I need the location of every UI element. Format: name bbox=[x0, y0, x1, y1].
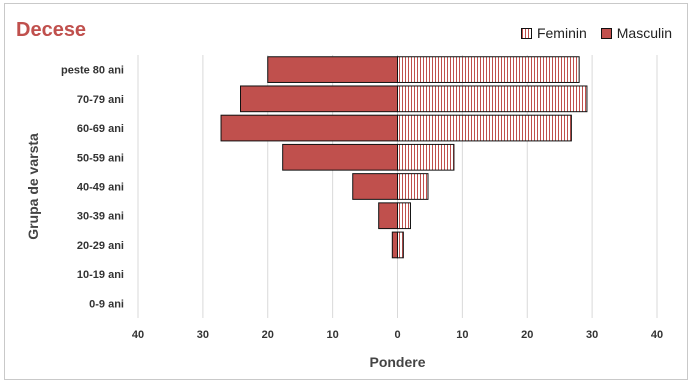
gridlines bbox=[137, 55, 658, 318]
legend-swatch-feminin bbox=[520, 27, 532, 39]
bar-feminin bbox=[397, 85, 588, 113]
legend-item-feminin: Feminin bbox=[520, 25, 587, 41]
bar-feminin bbox=[397, 56, 580, 83]
y-tick-label: 60-69 ani bbox=[77, 123, 124, 135]
bar-masculin bbox=[220, 114, 398, 142]
x-tick-label: 20 bbox=[262, 329, 274, 341]
x-tick-label: 40 bbox=[132, 329, 144, 341]
x-tick-label: 30 bbox=[586, 329, 598, 341]
bars bbox=[220, 56, 588, 259]
x-tick-label: 40 bbox=[651, 329, 663, 341]
bar-masculin bbox=[282, 143, 399, 171]
y-tick-label: 10-19 ani bbox=[77, 269, 124, 281]
legend-item-masculin: Masculin bbox=[600, 25, 672, 41]
x-axis-title: Pondere bbox=[369, 354, 425, 370]
bar-feminin bbox=[397, 173, 429, 200]
tick-labels: 40 30 20 10 0 10 20 30 40 peste 80 ani 70-79 ani 60… bbox=[61, 65, 663, 341]
legend-swatch-masculin bbox=[600, 27, 612, 39]
legend-label-feminin: Feminin bbox=[536, 25, 587, 41]
y-tick-label: 40-49 ani bbox=[77, 182, 124, 194]
bar-masculin bbox=[352, 173, 398, 200]
y-tick-label: peste 80 ani bbox=[61, 65, 124, 77]
bar-masculin bbox=[391, 231, 398, 259]
y-tick-label: 0-9 ani bbox=[89, 298, 124, 310]
bar-feminin bbox=[397, 114, 572, 142]
bar-masculin bbox=[267, 56, 398, 83]
x-tick-label: 20 bbox=[521, 329, 533, 341]
x-tick-label: 10 bbox=[327, 329, 339, 341]
y-axis-title: Grupa de varsta bbox=[25, 133, 41, 240]
y-tick-label: 50-59 ani bbox=[77, 152, 124, 164]
chart-title: Decese bbox=[16, 19, 87, 41]
bar-feminin bbox=[397, 143, 455, 171]
bar-feminin bbox=[397, 202, 411, 230]
x-tick-label: 10 bbox=[456, 329, 468, 341]
bar-feminin bbox=[397, 231, 404, 259]
bar-masculin bbox=[240, 85, 398, 113]
bar-masculin bbox=[378, 202, 398, 230]
y-tick-label: 30-39 ani bbox=[77, 211, 124, 223]
y-tick-label: 20-29 ani bbox=[77, 240, 124, 252]
legend: Feminin Masculin bbox=[520, 25, 672, 41]
legend-label-masculin: Masculin bbox=[616, 25, 672, 41]
y-tick-label: 70-79 ani bbox=[77, 94, 124, 106]
x-tick-label: 30 bbox=[197, 329, 209, 341]
x-tick-label: 0 bbox=[394, 329, 400, 341]
